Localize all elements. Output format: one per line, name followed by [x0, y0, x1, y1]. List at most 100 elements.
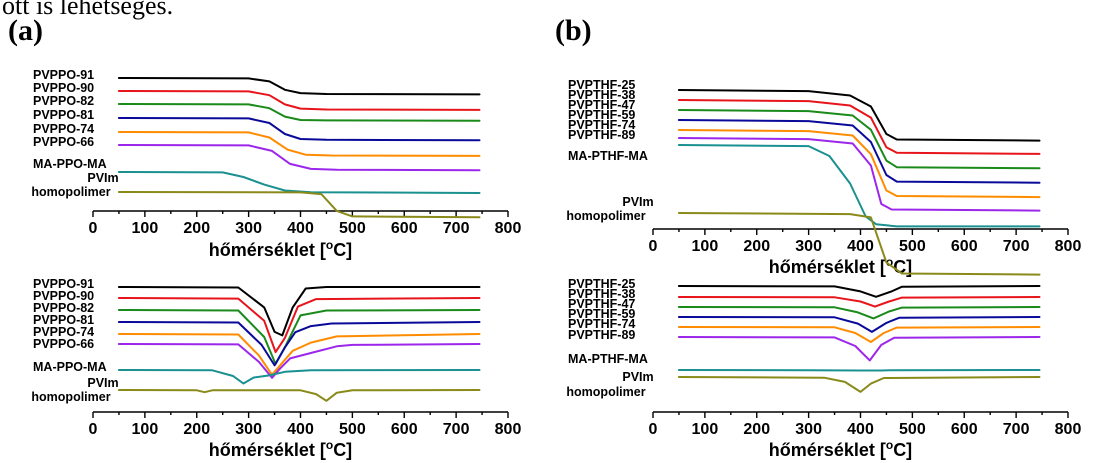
series-line-pvpthf-38 — [677, 99, 1041, 155]
series-label: PVPTHF-59 — [568, 108, 635, 122]
x-tick-label: 0 — [649, 238, 658, 255]
top-text: ott is lehetséges. — [2, 0, 173, 20]
x-tick-label: 300 — [795, 421, 822, 438]
series-label: PVPTHF-25 — [568, 277, 635, 291]
x-tick-label: 700 — [443, 220, 470, 237]
chart-b-top: 0 100 200 300 400 500 600 700 800 hőmérséklet [oC… — [566, 78, 1081, 277]
series-line-pvim-homopolimer — [117, 191, 481, 219]
series-label: PVPPO-91 — [33, 277, 94, 291]
series-label: PVPPO-90 — [33, 81, 94, 95]
series-line-ma-pthf-ma — [677, 144, 1041, 228]
series-line-pvppo-91 — [117, 77, 481, 96]
series-label: homopolimer — [566, 385, 645, 399]
series-label: MA-PPO-MA — [33, 157, 107, 171]
series-line-pvpthf-74 — [677, 326, 1041, 343]
x-tick-label: 200 — [743, 421, 770, 438]
x-tick-label: 0 — [649, 421, 658, 438]
series-line-ma-ppo-ma — [117, 369, 481, 385]
series-label: PVPPO-74 — [33, 122, 94, 136]
x-tick-label: 100 — [692, 238, 719, 255]
x-tick-label: 400 — [287, 220, 314, 237]
x-tick-label: 400 — [287, 421, 314, 438]
series-line-pvppo-66 — [117, 343, 481, 379]
series-label: PVPPO-66 — [33, 135, 94, 149]
x-tick-label: 200 — [183, 220, 210, 237]
series-label: homopolimer — [31, 390, 110, 404]
series-line-pvpthf-47 — [677, 109, 1041, 170]
series-line-pvpthf-89 — [677, 336, 1041, 362]
series-label: PVPTHF-74 — [568, 118, 635, 132]
x-axis-label: hőmérséklet [oC] — [209, 238, 352, 260]
series-label: PVPPO-82 — [33, 94, 94, 108]
series-label: homopolimer — [31, 185, 110, 199]
series-line-pvppo-81 — [117, 117, 481, 142]
series-label: PVPPO-74 — [33, 325, 94, 339]
x-tick-label: 100 — [132, 220, 159, 237]
series-label: PVPTHF-47 — [568, 297, 635, 311]
x-tick-label: 600 — [391, 421, 418, 438]
x-tick-label: 500 — [899, 238, 926, 255]
series-line-pvppo-90 — [117, 297, 481, 354]
series-label: PVPTHF-59 — [568, 307, 635, 321]
series-label: PVPPO-90 — [33, 289, 94, 303]
series-label: MA-PTHF-MA — [568, 352, 648, 366]
series-label: homopolimer — [566, 209, 645, 223]
x-tick-label: 300 — [235, 220, 262, 237]
x-tick-label: 200 — [183, 421, 210, 438]
series-label: PVPTHF-47 — [568, 98, 635, 112]
series-line-pvppo-74 — [117, 131, 481, 157]
series-line-pvppo-66 — [117, 144, 481, 172]
x-axis-label: hőmérséklet [oC] — [209, 438, 352, 460]
x-tick-label: 300 — [795, 238, 822, 255]
series-label: PVIm — [622, 370, 653, 384]
series-line-pvim-homopolimer — [677, 212, 1041, 276]
chart-a-bottom: 0 100 200 300 400 500 600 700 800 hőmérséklet [oC… — [31, 277, 521, 460]
series-line-pvpthf-59 — [677, 316, 1041, 333]
series-line-pvim-homopolimer — [117, 389, 481, 402]
series-label: PVPPO-81 — [33, 313, 94, 327]
series-line-pvppo-74 — [117, 333, 481, 376]
series-line-pvim-homopolimer — [677, 376, 1041, 393]
series-line-pvppo-91 — [117, 286, 481, 337]
chart-b-bottom: 0 100 200 300 400 500 600 700 800 hőmérséklet [oC… — [566, 277, 1081, 460]
series-label: PVPPO-81 — [33, 108, 94, 122]
x-tick-label: 600 — [391, 220, 418, 237]
x-tick-label: 500 — [899, 421, 926, 438]
series-line-pvpthf-25 — [677, 89, 1041, 142]
series-line-pvpthf-89 — [677, 137, 1041, 212]
x-axis-label: hőmérséklet [oC] — [769, 438, 912, 460]
x-axis-label: hőmérséklet [oC] — [769, 255, 912, 277]
series-label: PVPPO-82 — [33, 301, 94, 315]
x-tick-label: 700 — [1003, 238, 1030, 255]
x-tick-label: 100 — [692, 421, 719, 438]
x-tick-label: 800 — [1055, 238, 1082, 255]
x-tick-label: 0 — [89, 220, 98, 237]
series-label: PVPTHF-38 — [568, 88, 635, 102]
x-tick-label: 500 — [339, 220, 366, 237]
x-tick-label: 700 — [1003, 421, 1030, 438]
series-line-pvpthf-47 — [677, 306, 1041, 320]
chart-a-top: 0 100 200 300 400 500 600 700 800 hőmérséklet [oC… — [31, 68, 521, 260]
series-label: PVPTHF-74 — [568, 317, 635, 331]
series-label: MA-PTHF-MA — [568, 149, 648, 163]
x-tick-label: 500 — [339, 421, 366, 438]
x-tick-label: 400 — [847, 421, 874, 438]
x-tick-label: 700 — [443, 421, 470, 438]
series-line-pvpthf-59 — [677, 119, 1041, 184]
x-tick-label: 600 — [951, 238, 978, 255]
series-label: PVPTHF-89 — [568, 328, 635, 342]
series-label: PVPTHF-38 — [568, 287, 635, 301]
series-label: PVIm — [622, 195, 653, 209]
x-tick-label: 800 — [495, 220, 522, 237]
series-line-pvpthf-25 — [677, 285, 1041, 298]
panel-label-b: (b) — [555, 14, 592, 47]
series-line-pvppo-82 — [117, 103, 481, 122]
series-line-ma-pthf-ma — [677, 369, 1041, 372]
series-line-ma-ppo-ma — [117, 171, 481, 194]
x-tick-label: 200 — [743, 238, 770, 255]
series-line-pvppo-90 — [117, 90, 481, 111]
series-label: MA-PPO-MA — [33, 360, 107, 374]
series-label: PVPTHF-89 — [568, 128, 635, 142]
x-tick-label: 800 — [1055, 421, 1082, 438]
